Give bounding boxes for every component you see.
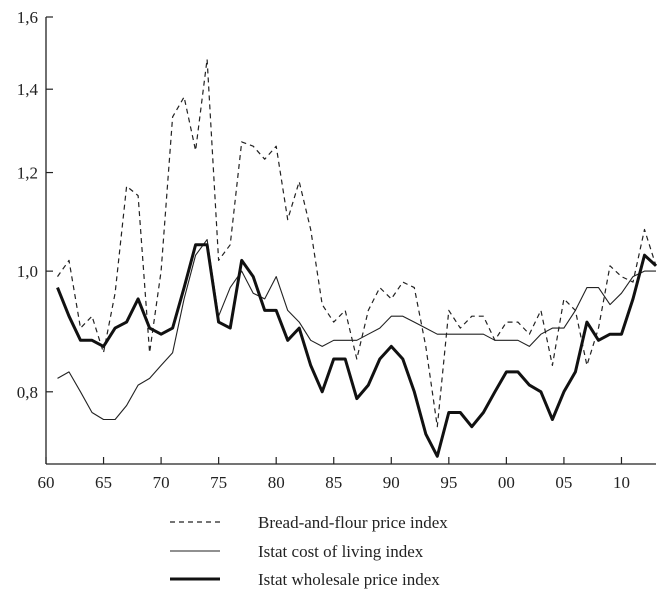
legend-label-cost-of-living: Istat cost of living index — [258, 542, 424, 561]
x-tick-label: 95 — [440, 473, 457, 492]
chart-axes: 0,8 1,0 1,2 1,4 1,6 60 65 70 75 80 85 90 95 00 05 10 — [17, 8, 656, 492]
y-tick-label: 1,2 — [17, 164, 38, 183]
x-tick-label: 60 — [38, 473, 55, 492]
x-tick-label: 70 — [153, 473, 170, 492]
x-tick-label: 90 — [383, 473, 400, 492]
y-tick-label: 1,4 — [17, 80, 39, 99]
x-tick-label: 75 — [210, 473, 227, 492]
legend-label-wholesale: Istat wholesale price index — [258, 570, 440, 589]
y-tick-label: 1,6 — [17, 8, 38, 27]
y-tick-label: 0,8 — [17, 383, 38, 402]
x-tick-label: 00 — [498, 473, 515, 492]
x-tick-label: 85 — [325, 473, 342, 492]
x-tick-label: 65 — [95, 473, 112, 492]
series-line-istat-cost-of-living-index — [57, 239, 656, 421]
series-layer — [56, 58, 657, 458]
x-tick-label: 05 — [555, 473, 572, 492]
chart-legend: Bread-and-flour price index Istat cost o… — [170, 513, 448, 589]
x-tick-label: 10 — [613, 473, 630, 492]
x-tick-label: 80 — [268, 473, 285, 492]
legend-label-bread-and-flour: Bread-and-flour price index — [258, 513, 448, 532]
series-line-istat-wholesale-price-index — [56, 243, 657, 458]
series-line-bread-and-flour-price-index — [57, 58, 657, 428]
y-tick-label: 1,0 — [17, 262, 38, 281]
